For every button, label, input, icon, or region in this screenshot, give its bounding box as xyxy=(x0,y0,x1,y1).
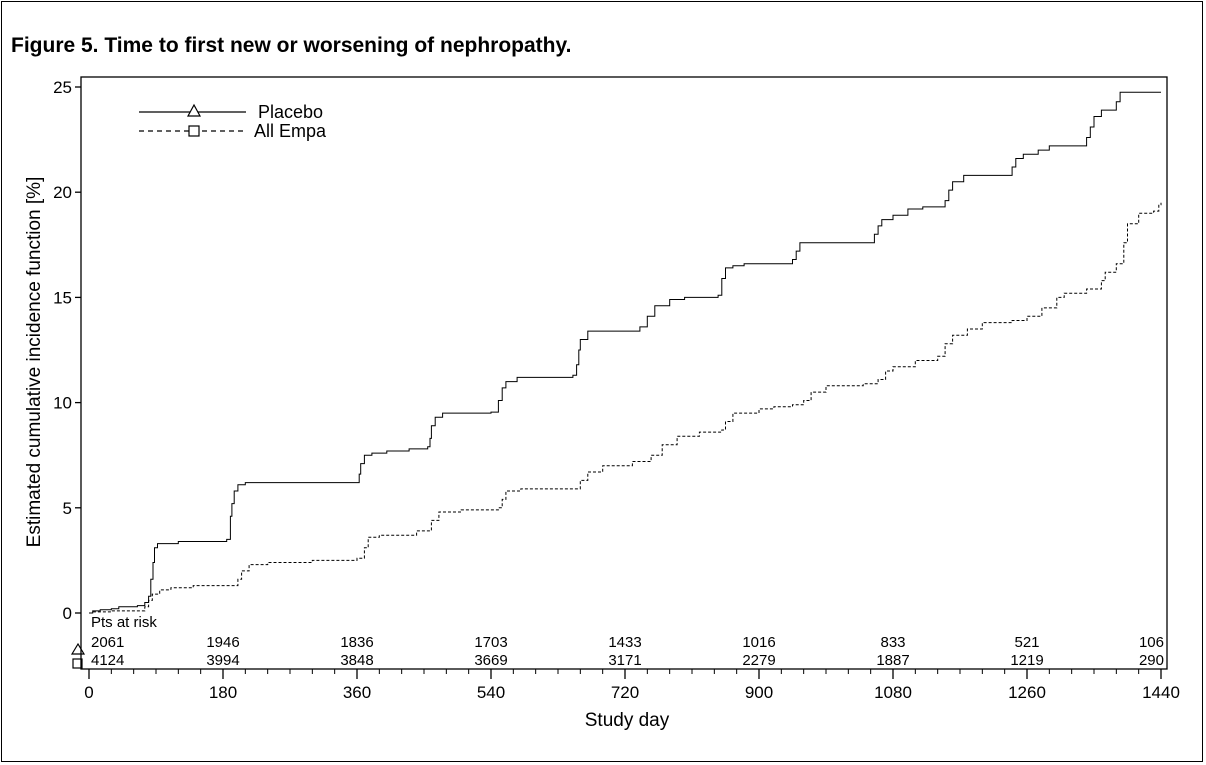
risk-count: 521 xyxy=(1014,634,1039,651)
legend-label: Placebo xyxy=(258,102,323,122)
x-tick-label: 180 xyxy=(209,683,237,702)
x-tick-label: 720 xyxy=(611,683,639,702)
axes: 0 5 10 15 20 25 0 180 360 540 720 900 1080 1260 1440 xyxy=(53,76,1180,702)
x-tick-label: 0 xyxy=(84,683,93,702)
triangle-icon xyxy=(186,103,202,117)
x-tick-label: 540 xyxy=(477,683,505,702)
risk-table-label: Pts at risk xyxy=(91,614,157,631)
plot-frame xyxy=(80,76,1168,670)
x-tick-label: 1260 xyxy=(1008,683,1046,702)
risk-count: 2279 xyxy=(742,652,775,669)
legend-label: All Empa xyxy=(254,121,327,141)
risk-count: 3994 xyxy=(206,652,239,669)
risk-count: 1433 xyxy=(608,634,641,651)
risk-count: 1703 xyxy=(474,634,507,651)
y-tick-label: 0 xyxy=(63,604,72,623)
risk-count: 2061 xyxy=(91,634,124,651)
y-tick-label: 20 xyxy=(53,183,72,202)
x-tick-label: 900 xyxy=(745,683,773,702)
risk-count: 1836 xyxy=(340,634,373,651)
x-tick-label: 1080 xyxy=(874,683,912,702)
x-axis-label: Study day xyxy=(585,710,670,731)
risk-count: 833 xyxy=(880,634,905,651)
risk-count: 106 xyxy=(1139,634,1164,651)
risk-count: 4124 xyxy=(91,652,124,669)
y-tick-label: 15 xyxy=(53,288,72,307)
risk-count: 1016 xyxy=(742,634,775,651)
series-line-placebo xyxy=(89,91,1161,614)
risk-count: 1887 xyxy=(876,652,909,669)
risk-count: 1219 xyxy=(1010,652,1043,669)
risk-count: 290 xyxy=(1139,652,1164,669)
risk-count: 1946 xyxy=(206,634,239,651)
risk-count: 3669 xyxy=(474,652,507,669)
y-tick-label: 5 xyxy=(63,499,72,518)
y-tick-label: 10 xyxy=(53,394,72,413)
y-axis-label: Estimated cumulative incidence function … xyxy=(24,177,45,548)
series-lines xyxy=(89,91,1162,614)
triangle-icon xyxy=(70,642,86,655)
square-icon xyxy=(72,658,83,669)
figure-title: Figure 5. Time to first new or worsening… xyxy=(11,34,572,57)
x-tick-label: 1440 xyxy=(1142,683,1180,702)
risk-count: 3848 xyxy=(340,652,373,669)
x-tick-label: 360 xyxy=(343,683,371,702)
risk-table: Pts at risk 2061 1946 1836 1703 1433 1016 833 52… xyxy=(70,614,1164,669)
y-tick-label: 25 xyxy=(53,78,72,97)
square-icon xyxy=(188,125,200,137)
risk-count: 3171 xyxy=(608,652,641,669)
series-line-all-empa xyxy=(89,202,1162,614)
